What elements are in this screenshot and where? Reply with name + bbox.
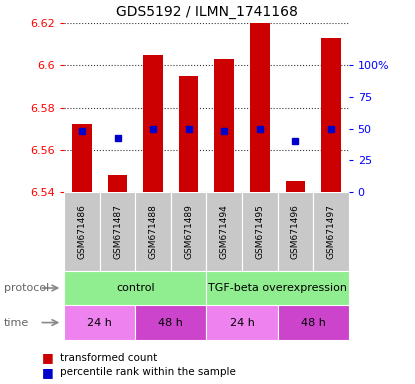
Bar	[135, 192, 171, 271]
Bar	[179, 76, 198, 192]
Bar	[72, 124, 92, 192]
Text: time: time	[4, 318, 29, 328]
Text: GSM671488: GSM671488	[149, 204, 158, 259]
Text: GSM671489: GSM671489	[184, 204, 193, 259]
Text: control: control	[116, 283, 155, 293]
Bar	[207, 305, 278, 340]
Bar	[242, 192, 278, 271]
Bar	[135, 305, 207, 340]
Bar	[100, 192, 135, 271]
Text: GSM671496: GSM671496	[291, 204, 300, 259]
Text: ■: ■	[42, 351, 53, 364]
Bar	[171, 192, 207, 271]
Bar	[286, 182, 305, 192]
Bar	[64, 271, 207, 305]
Text: 48 h: 48 h	[159, 318, 183, 328]
Text: GSM671494: GSM671494	[220, 204, 229, 259]
Text: GSM671486: GSM671486	[78, 204, 87, 259]
Bar	[64, 305, 135, 340]
Text: GSM671495: GSM671495	[255, 204, 264, 259]
Bar	[207, 192, 242, 271]
Text: transformed count: transformed count	[60, 353, 157, 363]
Text: 24 h: 24 h	[88, 318, 112, 328]
Bar	[278, 192, 313, 271]
Bar	[321, 38, 341, 192]
Bar	[108, 175, 127, 192]
Bar	[250, 19, 269, 192]
Bar	[215, 59, 234, 192]
Text: GSM671497: GSM671497	[326, 204, 335, 259]
Text: ■: ■	[42, 366, 53, 379]
Title: GDS5192 / ILMN_1741168: GDS5192 / ILMN_1741168	[115, 5, 298, 19]
Bar	[144, 55, 163, 192]
Text: GSM671487: GSM671487	[113, 204, 122, 259]
Text: percentile rank within the sample: percentile rank within the sample	[60, 367, 236, 377]
Text: 24 h: 24 h	[229, 318, 254, 328]
Bar	[64, 192, 100, 271]
Bar	[313, 192, 349, 271]
Text: TGF-beta overexpression: TGF-beta overexpression	[208, 283, 347, 293]
Text: protocol: protocol	[4, 283, 49, 293]
Bar	[278, 305, 349, 340]
Bar	[207, 271, 349, 305]
Text: 48 h: 48 h	[300, 318, 325, 328]
